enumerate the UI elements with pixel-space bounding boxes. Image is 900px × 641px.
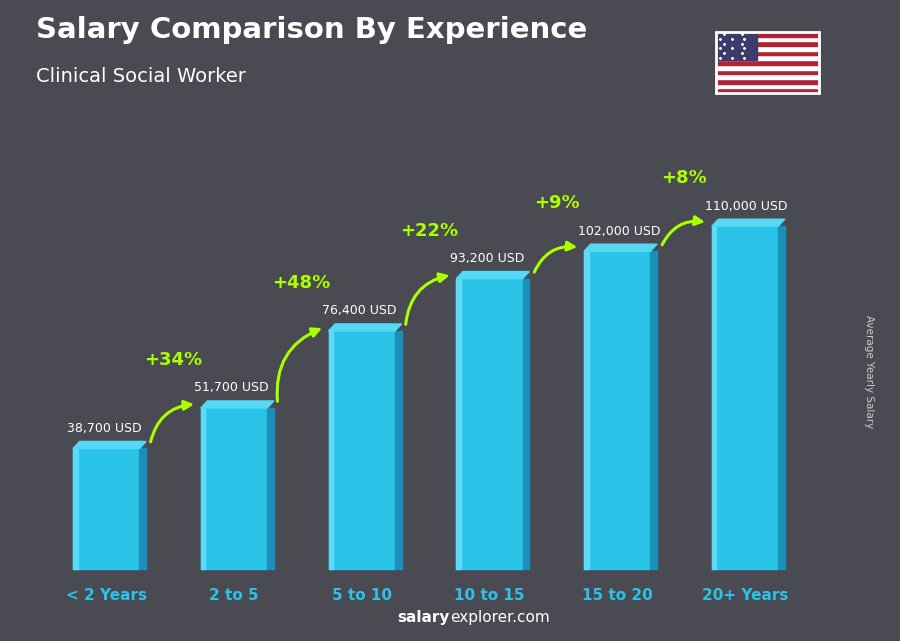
Bar [523,279,529,569]
Text: +9%: +9% [534,194,580,212]
Bar [712,226,778,569]
Bar [716,83,819,88]
Bar [140,449,146,569]
Bar [716,65,819,69]
Polygon shape [201,401,274,408]
Text: explorer.com: explorer.com [450,610,550,625]
Bar [73,449,140,569]
Bar [716,79,819,83]
Text: +8%: +8% [662,169,707,187]
Text: 110,000 USD: 110,000 USD [706,199,788,213]
Polygon shape [456,272,529,279]
Text: Average Yearly Salary: Average Yearly Salary [863,315,874,428]
Bar [328,331,395,569]
Text: 102,000 USD: 102,000 USD [578,224,660,238]
Bar [778,226,785,569]
Bar [716,74,819,79]
Polygon shape [73,442,146,449]
Bar [584,251,589,569]
Bar [716,56,819,60]
Text: Salary Comparison By Experience: Salary Comparison By Experience [36,16,587,44]
Bar [716,51,819,56]
Text: Clinical Social Worker: Clinical Social Worker [36,67,246,87]
Bar [716,60,819,65]
Bar [73,449,77,569]
Bar [201,408,267,569]
FancyArrowPatch shape [535,242,574,272]
Bar [716,42,819,46]
Text: 38,700 USD: 38,700 USD [67,422,141,435]
FancyArrowPatch shape [662,217,702,245]
Text: +34%: +34% [144,351,202,369]
Bar [716,69,819,74]
Polygon shape [584,244,657,251]
Bar [395,331,401,569]
Bar [716,32,819,37]
Bar [584,251,651,569]
FancyArrowPatch shape [277,329,319,401]
Polygon shape [712,219,785,226]
Text: salary: salary [398,610,450,625]
Polygon shape [328,324,401,331]
Bar [712,226,716,569]
Bar [201,408,205,569]
Bar [716,88,819,93]
Text: 51,700 USD: 51,700 USD [194,381,269,394]
Bar [716,37,819,42]
Bar [716,32,757,60]
Text: 93,200 USD: 93,200 USD [450,252,525,265]
Bar [456,279,523,569]
Bar [328,331,333,569]
Bar [651,251,657,569]
Text: +22%: +22% [400,222,458,240]
Text: +48%: +48% [272,274,330,292]
Bar [456,279,461,569]
FancyArrowPatch shape [406,274,446,324]
Bar [716,46,819,51]
FancyArrowPatch shape [150,401,191,442]
Bar [267,408,274,569]
Text: 76,400 USD: 76,400 USD [322,304,397,317]
